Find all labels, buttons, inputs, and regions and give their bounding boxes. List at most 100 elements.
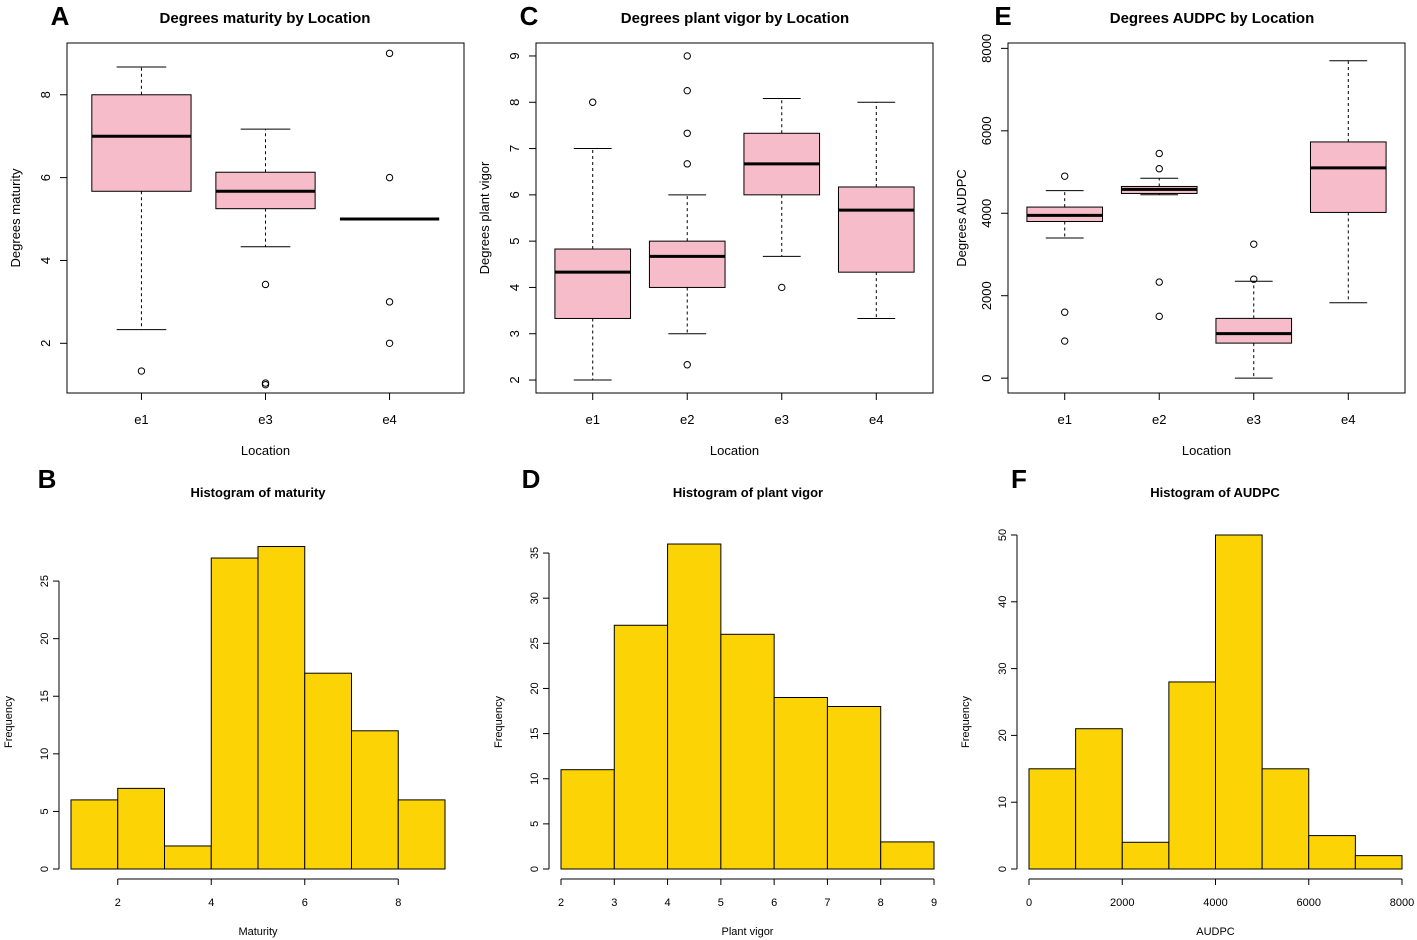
y-tick-label: 5 [39, 808, 51, 814]
hist-bar [613, 624, 669, 870]
chart-title: Degrees plant vigor by Location [621, 10, 849, 27]
y-tick-label: 15 [39, 690, 51, 702]
hist-bar [1308, 835, 1356, 870]
hist-bar [667, 543, 722, 870]
panel-letter: B [38, 464, 57, 494]
y-axis-label: Degrees maturity [8, 168, 23, 267]
x-tick-label: e2 [1152, 412, 1166, 427]
y-tick-label: 4 [38, 257, 53, 264]
y-tick-label: 20 [529, 682, 541, 694]
box-iqr [837, 186, 915, 273]
x-tick-label: e3 [258, 412, 272, 427]
hist-bar [1028, 768, 1077, 870]
y-tick-label: 10 [529, 773, 541, 785]
box-e3 [215, 128, 316, 389]
hist-bar [1121, 841, 1170, 870]
box-e4 [837, 101, 915, 319]
x-tick-label: e1 [585, 412, 599, 427]
panel-letter: D [522, 464, 541, 494]
y-tick-label: 9 [507, 52, 522, 59]
outlier-point [683, 86, 691, 95]
x-tick-label: e3 [1247, 412, 1261, 427]
panel-c: C Degrees plant vigor by Location 2 3 4 5 6 7 8 9… [477, 1, 934, 458]
x-axis-label: Plant vigor [722, 926, 774, 938]
y-tick-label: 25 [39, 575, 51, 587]
y-tick-label: 0 [997, 866, 1009, 872]
y-tick-label: 6 [38, 174, 53, 181]
y-tick-label: 0 [979, 375, 994, 382]
outlier-point [1250, 275, 1258, 283]
y-tick-label: 2 [507, 376, 522, 383]
x-tick-label: 2 [115, 897, 121, 909]
hist-bar [164, 845, 212, 870]
x-axis-label: Location [710, 443, 759, 458]
hist-bar [117, 787, 165, 870]
y-tick-label: 20 [39, 633, 51, 645]
x-tick-label: e1 [1057, 412, 1071, 427]
x-tick-label: e3 [775, 412, 789, 427]
y-tick-label: 20 [997, 729, 1009, 741]
box-e2 [1120, 149, 1198, 321]
panel-b: B Histogram of maturity 2 4 6 8 0 5 10 15 20 25 Freq… [3, 464, 446, 938]
y-tick-label: 30 [997, 662, 1009, 674]
x-tick-label: 5 [718, 897, 724, 909]
y-tick-label: 2000 [979, 281, 994, 310]
y-tick-label: 4 [507, 284, 522, 291]
chart-title: Degrees maturity by Location [160, 10, 371, 27]
outlier-point [1155, 278, 1163, 286]
x-axis-label: Location [1182, 443, 1231, 458]
x-tick-label: e4 [869, 412, 883, 427]
outlier-point [683, 361, 691, 369]
y-tick-label: 6000 [979, 116, 994, 145]
outlier-point [1250, 240, 1258, 248]
y-tick-label: 4000 [979, 199, 994, 228]
y-tick-label: 35 [529, 547, 541, 559]
box-iqr [1215, 317, 1293, 344]
y-tick-label: 3 [507, 330, 522, 337]
outlier-point [1061, 308, 1069, 316]
outlier-point [385, 298, 394, 306]
outlier-point [137, 367, 146, 375]
y-tick-label: 10 [39, 748, 51, 760]
box-e2 [648, 52, 726, 369]
y-tick-label: 5 [529, 821, 541, 827]
hist-bar [351, 730, 399, 870]
panel-letter: C [520, 1, 539, 31]
hist-bar [1261, 768, 1310, 870]
x-axis-label: AUDPC [1196, 926, 1235, 938]
chart-title: Histogram of maturity [190, 485, 326, 500]
y-axis-label: Degrees AUDPC [954, 169, 969, 267]
hist-bar [773, 696, 828, 870]
outlier-point [1155, 149, 1163, 158]
panel-d: D Histogram of plant vigor 2 3 4 5 6 7 8 9 0 5 10 15 2… [493, 464, 937, 938]
y-tick-label: 10 [997, 796, 1009, 808]
x-tick-label: e2 [680, 412, 694, 427]
y-tick-label: 25 [529, 637, 541, 649]
x-tick-label: 8000 [1390, 897, 1414, 909]
hist-bar [70, 799, 119, 870]
y-axis-label: Frequency [3, 696, 15, 748]
outlier-point [385, 173, 394, 182]
outlier-point [1061, 172, 1069, 180]
chart-title: Histogram of AUDPC [1150, 485, 1280, 500]
x-tick-label: 6 [302, 897, 308, 909]
x-tick-label: 9 [931, 897, 937, 909]
chart-title: Histogram of plant vigor [673, 485, 823, 500]
y-tick-label: 7 [507, 145, 522, 152]
hist-bar [880, 841, 935, 870]
y-tick-label: 8 [507, 99, 522, 106]
x-axis-label: Location [241, 443, 290, 458]
y-tick-label: 8000 [979, 34, 994, 63]
y-tick-label: 8 [38, 91, 53, 98]
x-tick-label: 4000 [1203, 897, 1227, 909]
panel-letter: A [51, 1, 70, 31]
box-iqr [1309, 141, 1387, 213]
y-tick-label: 0 [529, 866, 541, 872]
chart-title: Degrees AUDPC by Location [1110, 10, 1315, 27]
outlier-point [1155, 312, 1163, 321]
x-tick-label: 4 [665, 897, 671, 909]
x-tick-label: 8 [395, 897, 401, 909]
y-axis-label: Frequency [960, 696, 972, 748]
y-axis-label: Degrees plant vigor [477, 161, 492, 274]
